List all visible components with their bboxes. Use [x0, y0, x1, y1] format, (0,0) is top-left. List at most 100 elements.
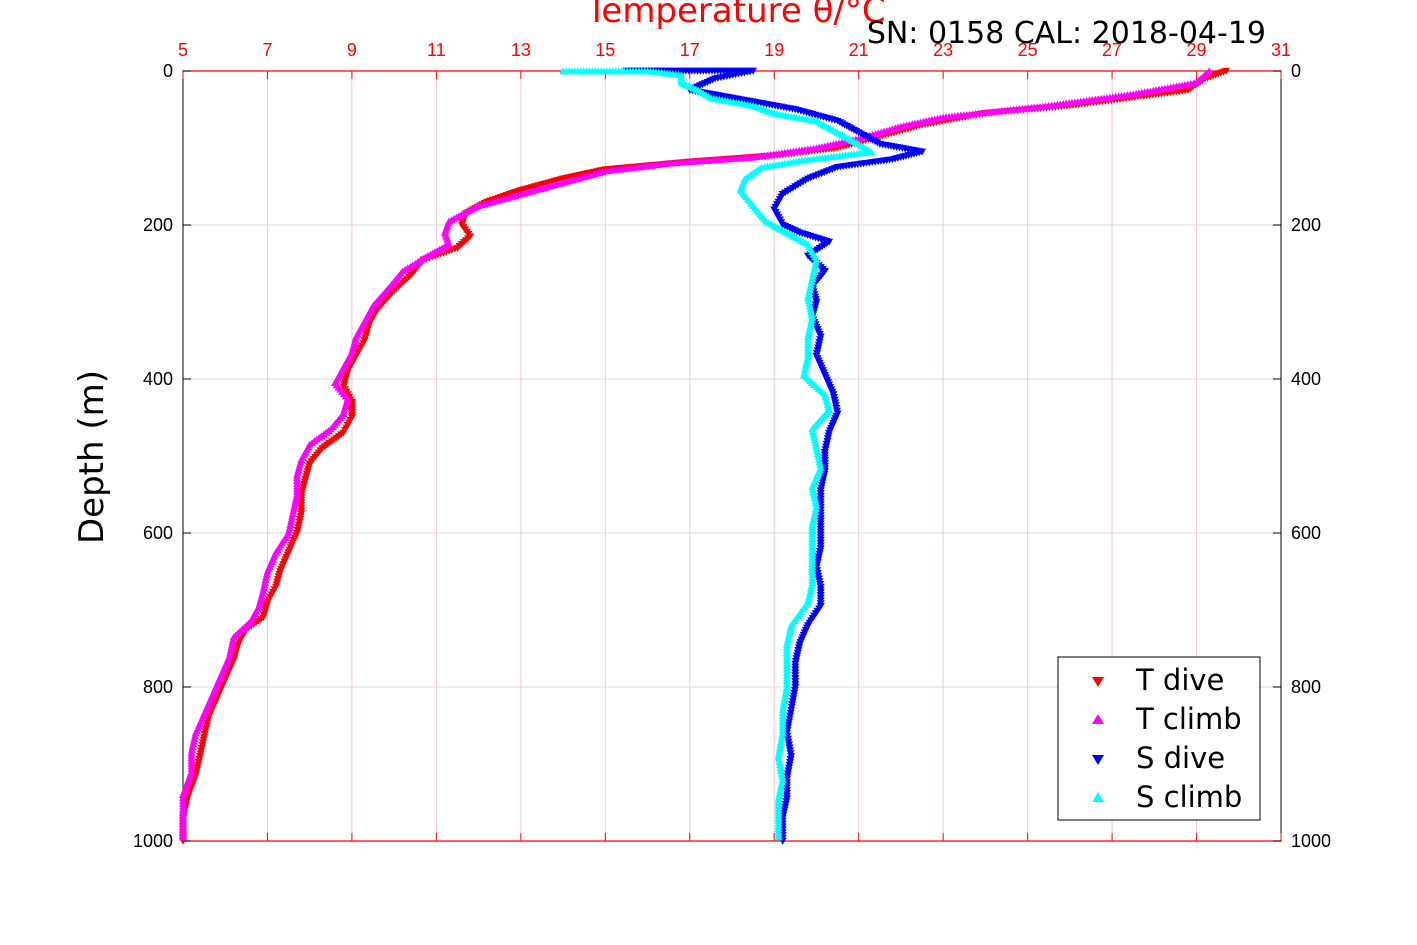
data-point	[808, 272, 817, 280]
data-point	[285, 526, 294, 534]
data-point	[228, 638, 237, 646]
data-point	[808, 518, 817, 526]
data-point	[778, 772, 787, 780]
data-point	[805, 302, 814, 310]
data-point	[261, 576, 270, 583]
data-point	[777, 738, 786, 746]
data-point	[775, 789, 784, 797]
data-point	[776, 786, 785, 794]
data-point	[290, 501, 299, 509]
legend-marker-s-climb	[1092, 792, 1104, 802]
x-tick-label: 9	[347, 40, 357, 60]
data-points	[179, 67, 1231, 845]
data-point	[774, 755, 783, 763]
grid-lines	[183, 71, 1281, 841]
x-tick-label: 27	[1102, 40, 1122, 60]
data-point	[776, 744, 785, 751]
data-point	[191, 729, 200, 737]
data-point	[804, 294, 813, 302]
serial-calibration-annotation: SN: 0158 CAL: 2018-04-19	[867, 16, 1266, 51]
data-point	[805, 300, 814, 307]
x-tick-label: 23	[933, 40, 953, 60]
data-point	[812, 256, 821, 263]
chart-title: Temperature θ/°C	[585, 0, 885, 31]
data-point	[811, 507, 820, 515]
legend-label-s-climb: S climb	[1136, 780, 1242, 814]
data-point	[291, 499, 300, 506]
data-point	[776, 741, 785, 748]
data-point	[809, 269, 818, 277]
data-point	[189, 740, 198, 748]
data-point	[191, 732, 200, 740]
data-point	[808, 485, 817, 493]
data-point	[805, 593, 814, 600]
data-point	[775, 758, 784, 766]
data-point	[783, 638, 792, 646]
legend-marker-t-dive	[1092, 677, 1104, 687]
data-point	[807, 316, 816, 324]
data-point	[776, 764, 785, 772]
data-point	[805, 286, 814, 294]
series-s-dive	[622, 67, 927, 845]
data-point	[809, 430, 818, 438]
data-point	[263, 567, 272, 575]
data-point	[811, 258, 820, 266]
data-point	[806, 587, 815, 595]
data-point	[777, 781, 786, 789]
data-point	[804, 352, 813, 360]
x-tick-label: 15	[595, 40, 615, 60]
data-point	[229, 636, 238, 643]
x-tick-label: 17	[680, 40, 700, 60]
y-tick-label-right: 800	[1291, 677, 1321, 697]
data-point	[810, 510, 819, 518]
data-point	[804, 297, 813, 305]
data-point	[811, 439, 820, 446]
data-point	[782, 683, 791, 691]
data-point	[784, 635, 793, 643]
data-point	[805, 324, 814, 332]
data-point	[800, 366, 809, 373]
data-point	[806, 283, 815, 291]
data-point	[774, 833, 783, 841]
data-point	[807, 280, 816, 288]
data-point	[259, 584, 268, 592]
y-tick-label-right: 0	[1291, 61, 1301, 81]
data-point	[229, 633, 238, 641]
data-point	[808, 483, 817, 490]
data-point	[804, 330, 813, 338]
legend-marker-s-dive	[1092, 755, 1104, 765]
data-point	[809, 488, 818, 496]
series-t-climb	[179, 67, 1214, 841]
data-point	[774, 752, 783, 760]
x-tick-label: 11	[427, 40, 446, 60]
x-tick-label: 29	[1187, 40, 1207, 60]
data-point	[808, 425, 817, 433]
y-tick-label-left: 1000	[133, 831, 173, 851]
data-point	[810, 513, 819, 521]
data-point	[806, 322, 815, 329]
data-point	[260, 581, 269, 589]
data-point	[777, 735, 786, 743]
y-tick-label-left: 600	[143, 523, 173, 543]
data-point	[810, 494, 819, 501]
data-point	[812, 444, 821, 452]
data-point	[179, 833, 187, 841]
data-point	[813, 447, 822, 455]
data-point	[811, 499, 820, 507]
data-point	[226, 649, 235, 657]
data-point	[810, 436, 819, 444]
y-axis-label: Depth (m)	[72, 370, 112, 544]
data-point	[807, 582, 816, 589]
data-point	[814, 455, 823, 463]
data-point	[785, 630, 794, 637]
data-point	[293, 490, 302, 498]
data-point	[286, 518, 295, 526]
data-point	[190, 735, 199, 742]
data-point	[805, 327, 814, 335]
data-point	[811, 261, 820, 269]
data-point	[781, 692, 790, 699]
data-point	[813, 450, 822, 457]
data-point	[290, 504, 299, 512]
